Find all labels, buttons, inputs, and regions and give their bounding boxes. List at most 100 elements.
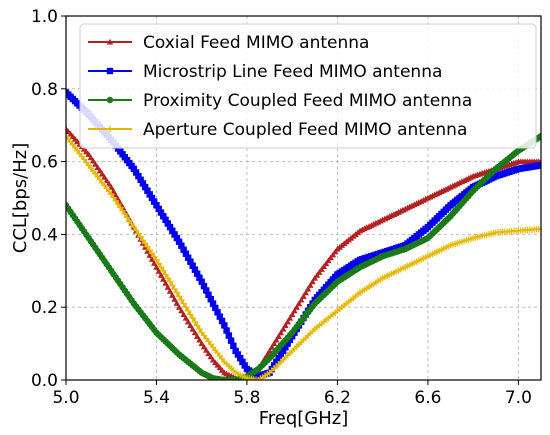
data-point bbox=[110, 194, 117, 201]
data-point bbox=[311, 274, 319, 281]
data-point bbox=[203, 287, 210, 294]
data-point bbox=[193, 322, 201, 329]
data-point bbox=[139, 237, 147, 244]
data-point bbox=[112, 197, 119, 205]
x-tick-label: 5.8 bbox=[233, 388, 260, 408]
data-point bbox=[103, 177, 110, 184]
data-point bbox=[325, 257, 332, 264]
data-point bbox=[184, 254, 192, 261]
data-point bbox=[164, 274, 171, 282]
data-point bbox=[94, 164, 101, 170]
legend-swatch-marker bbox=[106, 38, 114, 45]
data-point bbox=[207, 295, 214, 303]
legend: Coxial Feed MIMO antenna Microstrip Line … bbox=[79, 23, 537, 149]
legend-label: Proximity Coupled Feed MIMO antenna bbox=[143, 91, 472, 111]
data-point bbox=[166, 278, 174, 285]
data-point bbox=[96, 167, 104, 174]
data-point bbox=[318, 266, 325, 272]
y-tick-label: 1.0 bbox=[31, 7, 58, 27]
x-tick-label: 5.0 bbox=[52, 388, 79, 408]
legend-box bbox=[79, 23, 537, 149]
data-point bbox=[151, 198, 158, 205]
data-point bbox=[132, 227, 140, 234]
data-point bbox=[196, 336, 203, 343]
data-point bbox=[144, 187, 151, 194]
series-3 bbox=[66, 132, 541, 380]
data-point bbox=[205, 350, 212, 356]
data-point bbox=[137, 176, 144, 183]
data-point bbox=[112, 191, 119, 198]
data-point bbox=[85, 151, 92, 157]
data-point bbox=[89, 157, 97, 164]
data-point bbox=[155, 267, 162, 274]
data-point bbox=[189, 314, 196, 322]
data-point bbox=[166, 287, 174, 294]
data-point bbox=[275, 333, 282, 339]
data-point bbox=[241, 362, 248, 369]
data-point bbox=[146, 246, 153, 254]
data-point bbox=[191, 318, 199, 325]
legend-item: Coxial Feed MIMO antenna bbox=[88, 33, 369, 53]
x-tick-label: 7.0 bbox=[505, 388, 532, 408]
data-point bbox=[187, 311, 194, 318]
data-point bbox=[187, 258, 194, 265]
data-point bbox=[87, 154, 95, 161]
data-point bbox=[162, 271, 169, 278]
legend-item: Aperture Coupled Feed MIMO antenna bbox=[88, 120, 467, 140]
y-tick-label: 0.8 bbox=[31, 80, 58, 100]
legend-label: Microstrip Line Feed MIMO antenna bbox=[143, 62, 442, 82]
data-point bbox=[221, 322, 228, 329]
data-point bbox=[157, 271, 165, 278]
data-point bbox=[157, 263, 165, 271]
data-point bbox=[200, 343, 208, 350]
data-point bbox=[189, 262, 196, 269]
data-point bbox=[239, 358, 246, 365]
legend-swatch-marker bbox=[106, 125, 114, 133]
data-point bbox=[130, 223, 138, 231]
data-point bbox=[153, 256, 160, 264]
data-point bbox=[288, 311, 296, 318]
data-point bbox=[196, 274, 203, 281]
y-tick-label: 0.0 bbox=[31, 371, 58, 391]
data-point bbox=[155, 260, 162, 267]
data-point bbox=[537, 225, 541, 233]
data-point bbox=[279, 325, 287, 332]
data-point bbox=[223, 327, 230, 334]
data-point bbox=[198, 278, 205, 285]
data-point bbox=[180, 300, 187, 307]
x-tick-label: 5.4 bbox=[143, 388, 170, 408]
data-point bbox=[234, 351, 242, 358]
data-point bbox=[313, 271, 321, 278]
data-point bbox=[327, 254, 334, 261]
data-point bbox=[304, 285, 312, 292]
data-point bbox=[205, 291, 212, 299]
data-point bbox=[121, 210, 129, 218]
data-point bbox=[309, 278, 316, 285]
data-point bbox=[187, 322, 194, 328]
y-tick-label: 0.2 bbox=[31, 298, 58, 318]
legend-swatch-marker bbox=[106, 96, 114, 104]
data-point bbox=[105, 180, 113, 187]
data-point bbox=[293, 304, 300, 310]
data-point bbox=[270, 340, 278, 347]
x-tick-label: 6.2 bbox=[324, 388, 351, 408]
data-point bbox=[119, 207, 126, 214]
data-point bbox=[178, 296, 185, 304]
data-point bbox=[203, 346, 210, 353]
y-tick-label: 0.6 bbox=[31, 153, 58, 173]
data-point bbox=[162, 216, 169, 224]
data-point bbox=[148, 194, 156, 202]
data-point bbox=[135, 230, 142, 237]
data-point bbox=[212, 304, 219, 312]
data-point bbox=[277, 351, 285, 358]
data-point bbox=[132, 169, 140, 176]
data-point bbox=[178, 307, 185, 314]
data-point bbox=[180, 246, 187, 253]
legend-item: Microstrip Line Feed MIMO antenna bbox=[88, 62, 442, 82]
legend-label: Aperture Coupled Feed MIMO antenna bbox=[143, 120, 467, 140]
data-point bbox=[173, 299, 181, 306]
data-point bbox=[153, 263, 160, 270]
data-point bbox=[151, 259, 158, 266]
x-axis-label: Freq[GHz] bbox=[259, 408, 349, 429]
data-point bbox=[255, 376, 262, 380]
